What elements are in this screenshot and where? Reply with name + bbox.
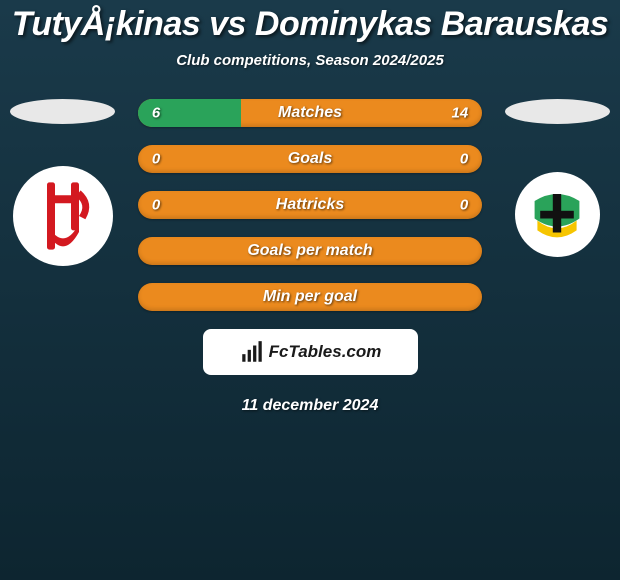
stat-value-right: 0 [460,151,468,168]
club-crest-left [13,166,113,266]
stat-bar: Goals per match [138,237,482,265]
main-area: 6 Matches 14 0 Goals 0 0 Hattricks 0 Goals per ma… [0,99,620,311]
player-left-name-pill [10,99,115,124]
stat-value-right: 14 [452,105,469,122]
stat-label: Goals per match [247,242,372,260]
stat-label: Hattricks [276,196,344,214]
footer-date: 11 december 2024 [0,397,620,415]
subtitle: Club competitions, Season 2024/2025 [0,52,620,69]
stat-bars: 6 Matches 14 0 Goals 0 0 Hattricks 0 Goals per ma… [138,99,482,311]
stat-bar: 0 Goals 0 [138,145,482,173]
branding-text: FcTables.com [269,342,382,362]
stat-label: Goals [288,150,332,168]
stat-bar: 6 Matches 14 [138,99,482,127]
branding-box[interactable]: FcTables.com [203,329,418,375]
crest-left-icon [23,176,103,256]
stat-label: Min per goal [263,288,357,306]
stat-bar: Min per goal [138,283,482,311]
stat-value-left: 6 [152,105,160,122]
comparison-card: TutyÅ¡kinas vs Dominykas Barauskas Club … [0,0,620,415]
club-crest-right [515,172,600,257]
stat-value-left: 0 [152,197,160,214]
stat-label: Matches [278,104,342,122]
player-left-column [8,99,118,266]
crest-right-icon [522,180,592,250]
stat-value-right: 0 [460,197,468,214]
page-title: TutyÅ¡kinas vs Dominykas Barauskas [0,5,620,44]
player-right-column [502,99,612,257]
chart-icon [239,339,265,365]
player-right-name-pill [505,99,610,124]
stat-value-left: 0 [152,151,160,168]
stat-bar: 0 Hattricks 0 [138,191,482,219]
